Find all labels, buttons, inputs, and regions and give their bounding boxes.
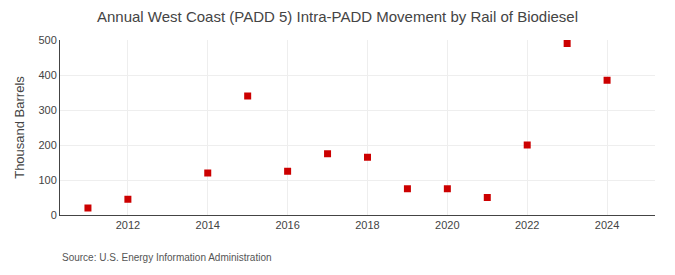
svg-text:500: 500 (38, 34, 56, 46)
svg-text:400: 400 (38, 69, 56, 81)
svg-text:100: 100 (38, 174, 56, 186)
svg-text:Annual West Coast (PADD 5) Int: Annual West Coast (PADD 5) Intra-PADD Mo… (97, 8, 578, 25)
svg-text:2014: 2014 (196, 219, 220, 231)
svg-text:2018: 2018 (355, 219, 379, 231)
svg-text:0: 0 (51, 209, 57, 221)
svg-text:200: 200 (38, 139, 56, 151)
svg-text:2016: 2016 (275, 219, 299, 231)
svg-text:2012: 2012 (116, 219, 140, 231)
svg-text:2020: 2020 (435, 219, 459, 231)
svg-text:2022: 2022 (515, 219, 539, 231)
svg-text:2024: 2024 (595, 219, 619, 231)
svg-text:300: 300 (38, 104, 56, 116)
svg-text:Source: U.S. Energy Informatio: Source: U.S. Energy Information Administ… (62, 252, 272, 263)
svg-text:Thousand Barrels: Thousand Barrels (12, 76, 27, 179)
